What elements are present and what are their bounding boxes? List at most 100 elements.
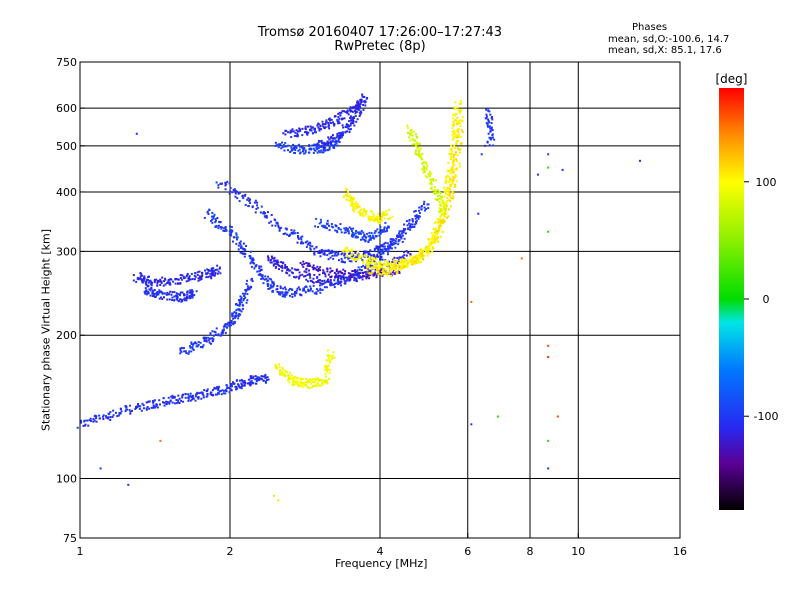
echo-point [407, 251, 410, 254]
echo-point [393, 270, 396, 273]
echo-point [141, 402, 144, 405]
echo-point [390, 274, 393, 277]
echo-point [366, 259, 369, 262]
echo-point [365, 263, 368, 266]
echo-point [357, 253, 360, 256]
echo-point [284, 133, 287, 136]
echo-point [349, 106, 352, 109]
echo-point [301, 242, 304, 245]
echo-point [389, 272, 392, 275]
echo-point [440, 210, 443, 213]
echo-point [319, 255, 322, 258]
echo-point [183, 294, 186, 297]
echo-point [397, 267, 400, 270]
echo-point [339, 136, 342, 139]
echo-point [327, 278, 330, 281]
echo-point [374, 266, 377, 269]
echo-point [337, 274, 340, 277]
echo-point [293, 148, 296, 151]
echo-point [158, 280, 161, 283]
echo-point [307, 262, 310, 265]
echo-point [359, 110, 362, 113]
echo-point [209, 269, 212, 272]
echo-point [239, 295, 242, 298]
echo-point [189, 346, 192, 349]
echo-point [291, 128, 294, 131]
echo-point [236, 383, 239, 386]
echo-point [343, 231, 346, 234]
echo-point [335, 230, 338, 233]
echo-point [313, 250, 316, 253]
echo-point [382, 252, 385, 255]
echo-point [323, 286, 326, 289]
echo-point [250, 380, 253, 383]
echo-point [155, 292, 158, 295]
echo-point [178, 294, 181, 297]
echo-point [406, 265, 409, 268]
echo-point [489, 127, 492, 130]
echo-point [190, 292, 193, 295]
echo-point [355, 280, 358, 283]
echo-point [238, 385, 241, 388]
echo-point [547, 356, 550, 359]
echo-point [362, 255, 365, 258]
echo-point [205, 276, 208, 279]
echo-point [348, 195, 351, 198]
echo-point [400, 266, 403, 269]
echo-point [484, 117, 487, 120]
echo-point [346, 277, 349, 280]
echo-point [360, 101, 363, 104]
echo-point [418, 250, 421, 253]
echo-point [431, 247, 434, 250]
echo-point [253, 267, 256, 270]
echo-point [324, 123, 327, 126]
echo-point [454, 101, 457, 104]
echo-point [272, 290, 275, 293]
echo-point [315, 378, 318, 381]
echo-point [317, 379, 320, 382]
echo-point [340, 271, 343, 274]
echo-point [415, 222, 418, 225]
echo-point [249, 384, 252, 387]
echo-point [492, 144, 495, 147]
echo-point [407, 228, 410, 231]
echo-point [166, 281, 169, 284]
echo-point [214, 218, 217, 221]
echo-point [388, 260, 391, 263]
echo-point [329, 122, 332, 125]
echo-point [208, 209, 211, 212]
echo-point [176, 295, 179, 298]
echo-point [327, 273, 330, 276]
echo-point [350, 248, 353, 251]
echo-point [439, 192, 442, 195]
echo-point [488, 110, 491, 113]
echo-point [235, 233, 238, 236]
echo-point [126, 408, 129, 411]
echo-point [312, 151, 315, 154]
echo-point [315, 268, 318, 271]
echo-point [179, 349, 182, 352]
echo-point [293, 292, 296, 295]
echo-point [317, 280, 320, 283]
echo-point [203, 338, 206, 341]
echo-point [414, 256, 417, 259]
echo-point [328, 138, 331, 141]
echo-point [457, 120, 460, 123]
echo-point [273, 283, 276, 286]
echo-point [274, 224, 277, 227]
echo-point [267, 255, 270, 258]
echo-point [283, 295, 286, 298]
echo-point [367, 241, 370, 244]
echo-point [346, 111, 349, 114]
echo-point [269, 261, 272, 264]
echo-point [304, 384, 307, 387]
echo-point [301, 384, 304, 387]
echo-point [205, 272, 208, 275]
echo-point [356, 118, 359, 121]
echo-point [359, 213, 362, 216]
echo-point [461, 116, 464, 119]
echo-point [425, 162, 428, 165]
echo-point [328, 249, 331, 252]
echo-point [305, 384, 308, 387]
echo-point [489, 130, 492, 133]
